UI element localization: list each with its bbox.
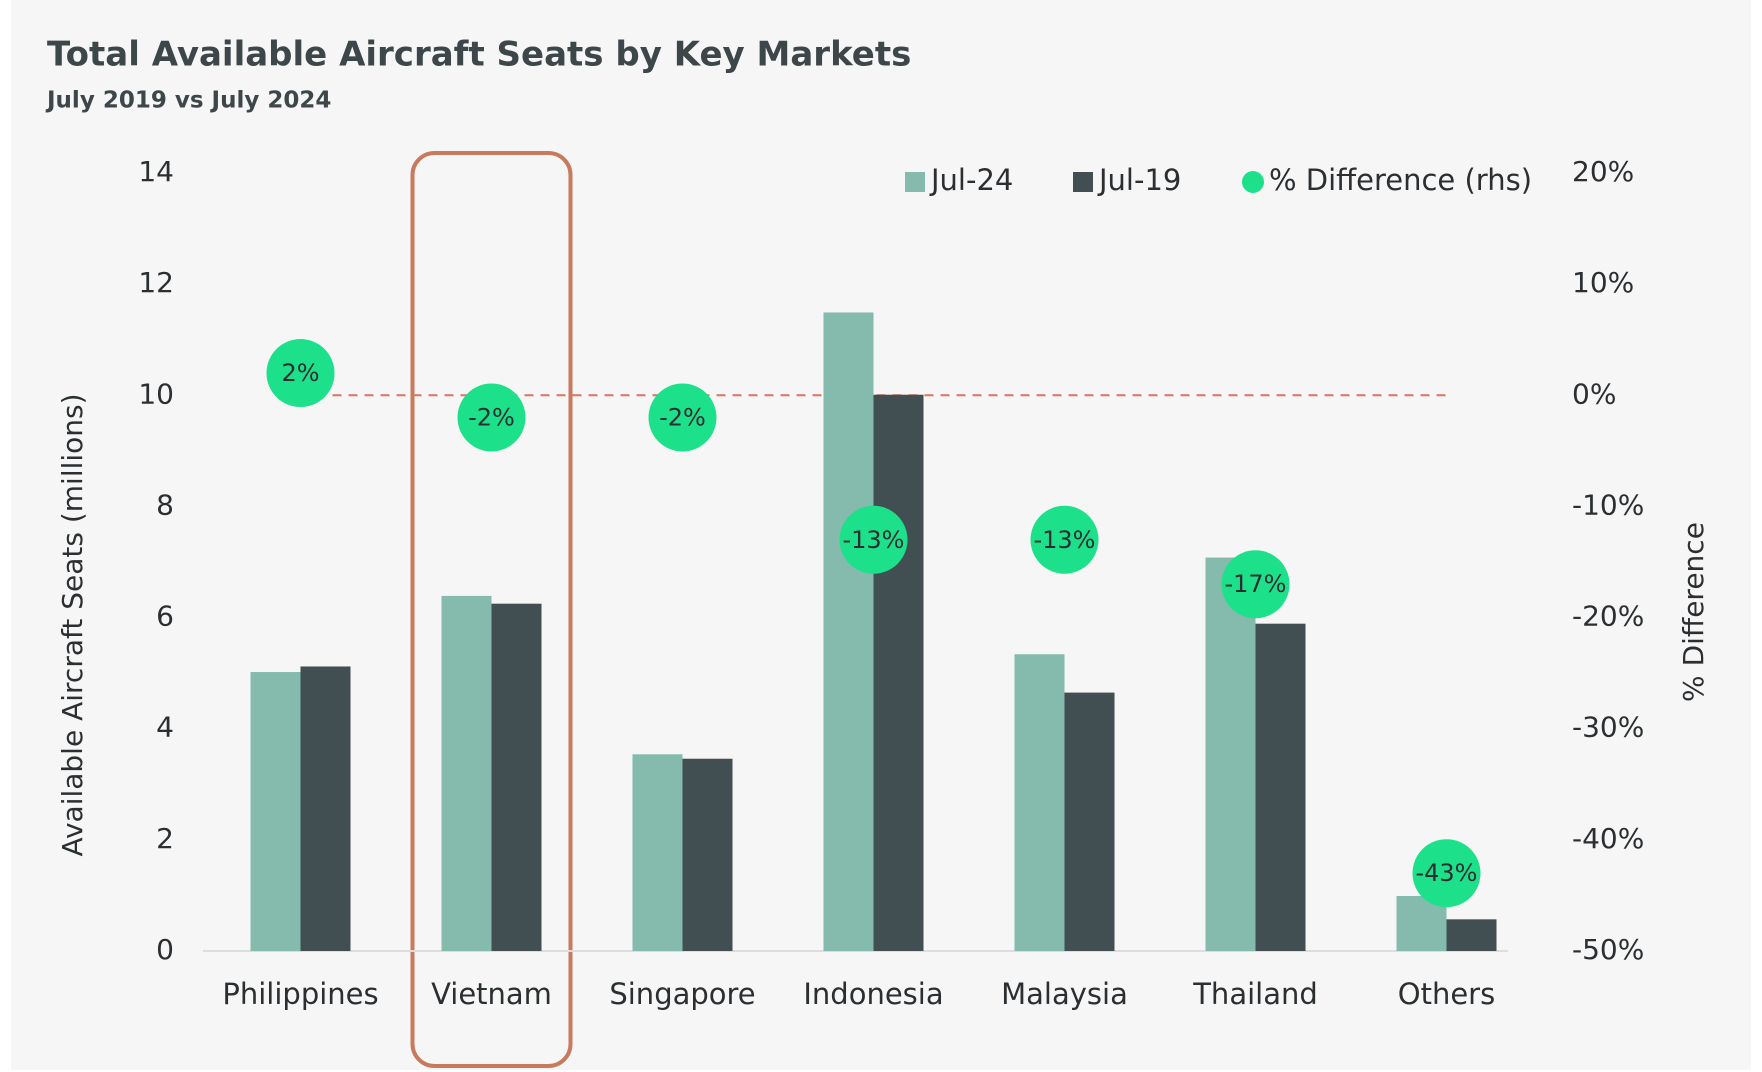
bar — [632, 754, 683, 951]
bar — [823, 312, 874, 952]
y-tick-label: 14 — [138, 155, 174, 188]
legend-label: % Difference (rhs) — [1269, 163, 1532, 197]
y-tick-label: 0 — [156, 933, 174, 966]
bar — [441, 595, 492, 951]
data-label: -2% — [659, 404, 706, 432]
data-label: -2% — [468, 404, 515, 432]
bar — [1205, 557, 1256, 951]
y2-tick-label: 20% — [1572, 155, 1634, 188]
legend-swatch — [905, 172, 925, 192]
x-tick-label: Vietnam — [431, 977, 552, 1011]
point — [1221, 550, 1290, 619]
chart-title: Total Available Aircraft Seats by Key Ma… — [47, 35, 911, 75]
x-tick-label: Others — [1398, 977, 1495, 1011]
y-tick-label: 2 — [156, 822, 174, 855]
legend-swatch — [1073, 172, 1093, 192]
y2-axis-label: % Difference — [1677, 522, 1710, 702]
bar — [1014, 654, 1065, 951]
y-tick-label: 8 — [156, 488, 174, 521]
bar — [1446, 919, 1497, 951]
point — [648, 383, 717, 452]
point — [839, 505, 908, 574]
bar — [1064, 692, 1115, 951]
point — [1030, 505, 1099, 574]
chart-subtitle: July 2019 vs July 2024 — [45, 88, 331, 114]
legend-label: Jul-24 — [929, 163, 1013, 197]
data-label: -43% — [1415, 859, 1477, 887]
highlight-box — [410, 151, 573, 1068]
y-tick-label: 12 — [138, 266, 174, 299]
x-tick-label: Thailand — [1192, 977, 1318, 1011]
y-tick-label: 6 — [156, 600, 174, 633]
data-label: -17% — [1224, 570, 1286, 598]
x-tick-label: Indonesia — [803, 977, 943, 1011]
bar — [682, 758, 733, 951]
point — [266, 339, 335, 408]
y2-tick-label: -40% — [1572, 822, 1644, 855]
legend-label: Jul-19 — [1097, 163, 1181, 197]
y2-tick-label: -30% — [1572, 711, 1644, 744]
y2-tick-label: -10% — [1572, 488, 1644, 521]
y-tick-label: 4 — [156, 711, 174, 744]
point — [1412, 839, 1481, 908]
bar — [250, 672, 301, 951]
x-tick-label: Philippines — [222, 977, 378, 1011]
y-tick-label: 10 — [138, 377, 174, 410]
data-label: 2% — [281, 359, 319, 387]
bar — [300, 666, 351, 951]
y2-tick-label: -50% — [1572, 933, 1644, 966]
point — [457, 383, 526, 452]
y-axis-label: Available Aircraft Seats (millions) — [56, 393, 89, 856]
bar — [491, 603, 542, 951]
bar — [1255, 623, 1306, 951]
y2-tick-label: -20% — [1572, 600, 1644, 633]
legend-swatch — [1242, 171, 1264, 193]
data-label: -13% — [842, 526, 904, 554]
y2-tick-label: 10% — [1572, 266, 1634, 299]
x-tick-label: Singapore — [609, 977, 755, 1011]
x-tick-label: Malaysia — [1001, 977, 1128, 1011]
y2-tick-label: 0% — [1572, 377, 1616, 410]
bar — [873, 394, 924, 952]
data-label: -13% — [1033, 526, 1095, 554]
